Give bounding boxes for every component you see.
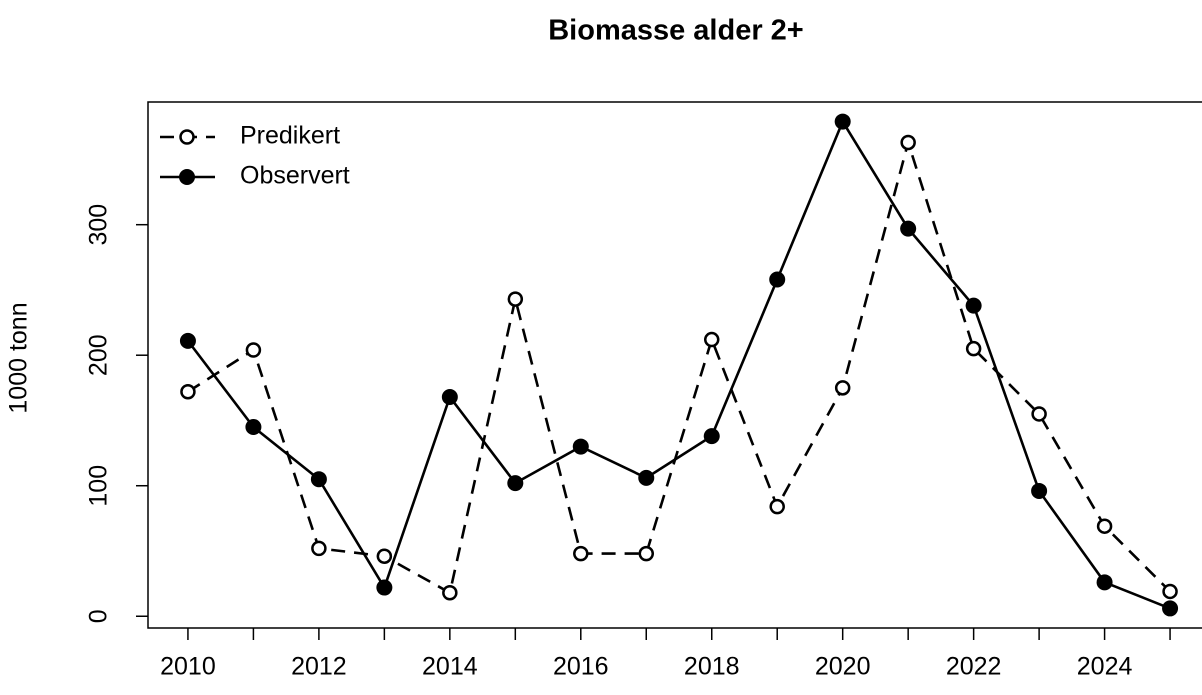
series-line <box>186 118 1171 610</box>
point <box>900 134 916 151</box>
point <box>769 271 786 288</box>
legend-marker <box>179 169 195 185</box>
series-line <box>187 137 1171 595</box>
x-tick-label: 2014 <box>422 653 478 681</box>
point <box>703 428 720 445</box>
point <box>573 545 589 562</box>
point <box>1096 518 1113 534</box>
point <box>507 291 524 307</box>
chart-title: Biomasse alder 2+ <box>548 15 804 47</box>
point <box>900 220 917 237</box>
point <box>769 498 785 515</box>
point <box>1096 574 1113 591</box>
point <box>245 342 262 358</box>
point <box>965 297 982 314</box>
point <box>638 469 655 486</box>
legend-label: Observert <box>240 162 350 190</box>
legend-marker <box>179 129 195 145</box>
point <box>180 384 196 400</box>
point <box>179 332 196 349</box>
point <box>703 331 720 348</box>
point <box>572 438 589 455</box>
y-axis-label: 1000 tonn <box>5 302 33 413</box>
point <box>245 418 262 435</box>
x-tick-label: 2024 <box>1077 653 1133 681</box>
x-tick-label: 2020 <box>815 653 871 681</box>
x-tick-label: 2010 <box>160 653 216 681</box>
y-tick-label: 100 <box>85 465 113 507</box>
x-tick-label: 2018 <box>684 653 740 681</box>
x-tick-label: 2016 <box>553 653 609 681</box>
point <box>1031 406 1047 422</box>
point <box>376 579 393 596</box>
point <box>507 475 524 492</box>
point <box>311 540 327 557</box>
y-tick-label: 300 <box>85 204 113 246</box>
point <box>442 585 458 601</box>
point <box>1162 583 1178 600</box>
point <box>1031 482 1048 499</box>
point <box>965 340 982 357</box>
legend-label: Predikert <box>240 122 340 150</box>
y-tick-label: 200 <box>85 334 113 376</box>
point <box>638 545 655 562</box>
plot-frame <box>147 101 1202 629</box>
x-tick-label: 2012 <box>291 653 347 681</box>
point <box>1162 600 1179 617</box>
x-tick-label: 2022 <box>946 653 1002 681</box>
y-tick-label: 0 <box>85 609 113 623</box>
point <box>834 380 851 396</box>
point <box>310 471 327 488</box>
point <box>376 548 393 564</box>
point <box>834 113 851 130</box>
point <box>441 388 458 405</box>
